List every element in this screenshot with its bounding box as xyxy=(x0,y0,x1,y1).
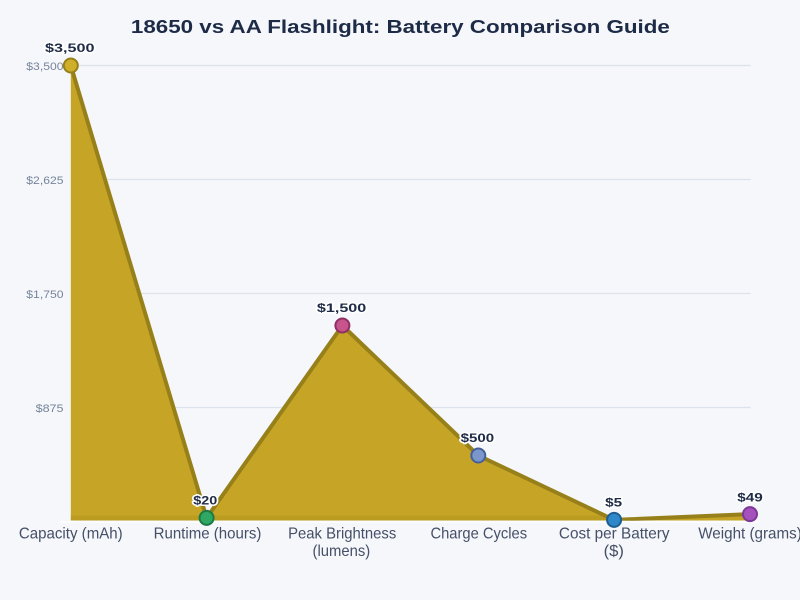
svg-text:18650 vs AA Flashlight: Batter: 18650 vs AA Flashlight: Battery Comparis… xyxy=(131,16,670,37)
svg-text:Runtime (hours): Runtime (hours) xyxy=(154,526,262,543)
svg-text:$1,500: $1,500 xyxy=(317,301,367,315)
svg-text:$1,750: $1,750 xyxy=(26,289,63,301)
svg-text:$20: $20 xyxy=(193,494,217,508)
svg-text:$2,625: $2,625 xyxy=(26,175,63,187)
svg-text:Cost per Battery: Cost per Battery xyxy=(559,526,670,543)
svg-text:Weight (grams): Weight (grams) xyxy=(698,526,800,543)
svg-text:Peak Brightness: Peak Brightness xyxy=(288,526,396,543)
svg-text:(lumens): (lumens) xyxy=(313,543,371,560)
svg-text:$3,500: $3,500 xyxy=(26,61,63,73)
svg-text:$500: $500 xyxy=(461,431,495,445)
svg-text:Capacity (mAh): Capacity (mAh) xyxy=(19,526,123,543)
svg-text:$5: $5 xyxy=(605,496,622,510)
svg-text:Charge Cycles: Charge Cycles xyxy=(430,526,527,543)
svg-text:$875: $875 xyxy=(36,403,64,415)
svg-text:($): ($) xyxy=(604,543,624,560)
svg-text:$49: $49 xyxy=(737,490,763,504)
svg-text:$3,500: $3,500 xyxy=(45,41,95,55)
